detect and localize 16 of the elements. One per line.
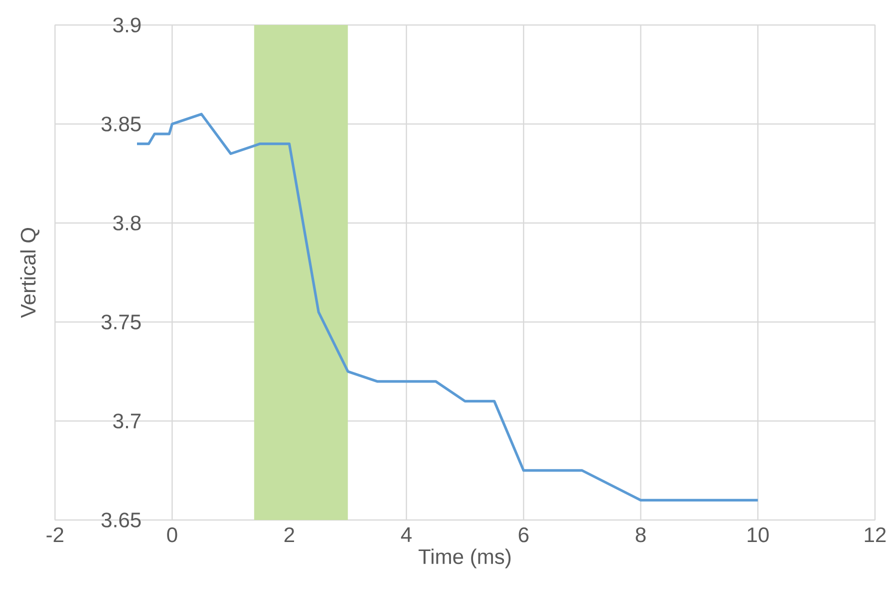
x-tick-label: 12 [864, 527, 886, 542]
x-tick-label: 0 [167, 527, 178, 542]
x-tick-label: -2 [46, 527, 64, 542]
y-tick-label: 3.9 [113, 18, 141, 32]
y-tick-label: 3.85 [102, 116, 141, 132]
x-tick-label: 4 [401, 527, 412, 542]
x-tick-label: 6 [518, 527, 528, 542]
x-tick-label: 10 [748, 527, 769, 542]
y-tick-label: 3.8 [113, 216, 141, 230]
x-axis-title: Time (ms) [418, 548, 511, 568]
y-tick-label: 3.75 [102, 314, 141, 330]
y-tick-label: 3.7 [113, 414, 141, 428]
x-tick-label: 8 [636, 527, 646, 542]
y-axis-title: Vertical Q [20, 228, 40, 318]
y-tick-label: 3.65 [102, 512, 141, 528]
x-tick-label: 2 [284, 527, 294, 542]
